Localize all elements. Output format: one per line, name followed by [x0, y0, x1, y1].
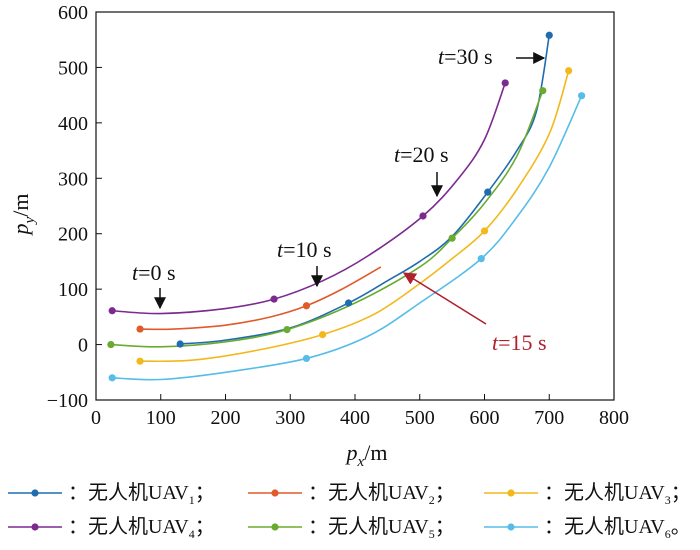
series-point-uav5 — [539, 87, 547, 95]
series-point-uav6 — [578, 92, 586, 100]
y-tick-label: 600 — [58, 2, 88, 24]
y-tick-label: 0 — [78, 335, 88, 357]
x-tick-label: 100 — [146, 407, 176, 429]
series-markers — [107, 31, 586, 382]
series-point-uav3 — [319, 330, 327, 339]
x-tick-label: 600 — [470, 407, 500, 429]
x-tick-label: 200 — [211, 407, 241, 429]
legend-swatch-marker — [507, 523, 515, 531]
annotation-t0-label: t=0 s — [132, 260, 176, 285]
series-point-uav1 — [545, 31, 553, 39]
series-point-uav1 — [484, 188, 492, 196]
legend-label: ：无人机UAV4； — [68, 515, 215, 541]
annotation-t20: t=20 s — [394, 142, 449, 198]
x-axis-title: px/m — [345, 440, 388, 470]
legend-swatch-marker — [507, 489, 515, 497]
legend-item-uav6: ：无人机UAV6。 — [484, 515, 691, 541]
x-tick-label: 800 — [599, 407, 629, 429]
series-line-uav4 — [112, 82, 506, 315]
series-point-uav3 — [480, 227, 489, 235]
legend-label: ：无人机UAV6。 — [544, 515, 691, 541]
series-point-uav6 — [302, 354, 311, 363]
series-point-uav4 — [270, 295, 278, 303]
annotation-t30: t=30 s — [438, 44, 546, 69]
series-point-uav2 — [136, 325, 144, 333]
series-point-uav6 — [477, 255, 485, 263]
annotation-t30-label: t=30 s — [438, 44, 493, 69]
legend-item-uav3: ：无人机UAV3； — [484, 481, 691, 507]
annotation-t0: t=0 s — [132, 260, 176, 310]
series-point-uav3 — [136, 357, 144, 365]
series-point-uav1 — [344, 299, 353, 307]
legend-label: ：无人机UAV5； — [308, 515, 455, 541]
annotation-t10: t=10 s — [277, 237, 332, 288]
series-point-uav5 — [283, 326, 291, 334]
x-tick-label: 500 — [405, 407, 435, 429]
y-axis-ticks: −100 0 100 200 300 400 500 600 — [47, 2, 102, 412]
series-point-uav4 — [501, 79, 509, 87]
series-point-uav4 — [419, 212, 427, 220]
y-tick-label: 300 — [58, 168, 88, 190]
series-lines — [110, 35, 583, 381]
series-line-uav2 — [140, 266, 382, 331]
series-line-uav5 — [110, 90, 544, 348]
x-tick-label: 0 — [91, 407, 101, 429]
legend-swatch-marker — [271, 523, 279, 531]
x-tick-label: 300 — [275, 407, 305, 429]
legend-swatch-marker — [31, 523, 39, 531]
y-tick-label: 500 — [58, 57, 88, 79]
series-point-uav2 — [302, 302, 311, 310]
series-point-uav5 — [448, 234, 456, 242]
series-point-uav5 — [107, 340, 115, 349]
legend: ：无人机UAV1； ：无人机UAV2； ：无人机UAV3； ：无人机UAV4； ：无人机… — [8, 481, 691, 541]
annotation-t20-label: t=20 s — [394, 142, 449, 167]
series-point-uav1 — [176, 340, 184, 348]
legend-label: ：无人机UAV2； — [308, 481, 455, 507]
annotation-t15: t=15 s — [402, 272, 547, 355]
legend-swatch-marker — [271, 489, 279, 497]
y-tick-label: 200 — [58, 224, 88, 246]
y-tick-label: −100 — [47, 390, 88, 412]
y-tick-label: 100 — [58, 279, 88, 301]
legend-swatch-marker — [31, 489, 39, 497]
legend-item-uav5: ：无人机UAV5； — [248, 515, 455, 541]
series-point-uav4 — [108, 307, 116, 315]
annotation-t15-arrow — [402, 272, 487, 325]
legend-label: ：无人机UAV3； — [544, 481, 691, 507]
series-line-uav6 — [112, 95, 583, 381]
legend-item-uav2: ：无人机UAV2； — [248, 481, 455, 507]
series-point-uav3 — [565, 67, 573, 75]
x-tick-label: 700 — [534, 407, 564, 429]
y-tick-label: 400 — [58, 113, 88, 135]
series-point-uav6 — [108, 374, 116, 382]
x-axis-ticks: 0 100 200 300 400 500 600 700 800 — [91, 394, 629, 429]
legend-item-uav4: ：无人机UAV4； — [8, 515, 215, 541]
annotation-t15-label: t=15 s — [492, 330, 547, 355]
series-line-uav3 — [140, 70, 570, 363]
legend-label: ：无人机UAV1； — [68, 481, 215, 507]
x-tick-label: 400 — [340, 407, 370, 429]
legend-item-uav1: ：无人机UAV1； — [8, 481, 215, 507]
annotation-t10-label: t=10 s — [277, 237, 332, 262]
y-axis-title: py/m — [8, 194, 38, 237]
